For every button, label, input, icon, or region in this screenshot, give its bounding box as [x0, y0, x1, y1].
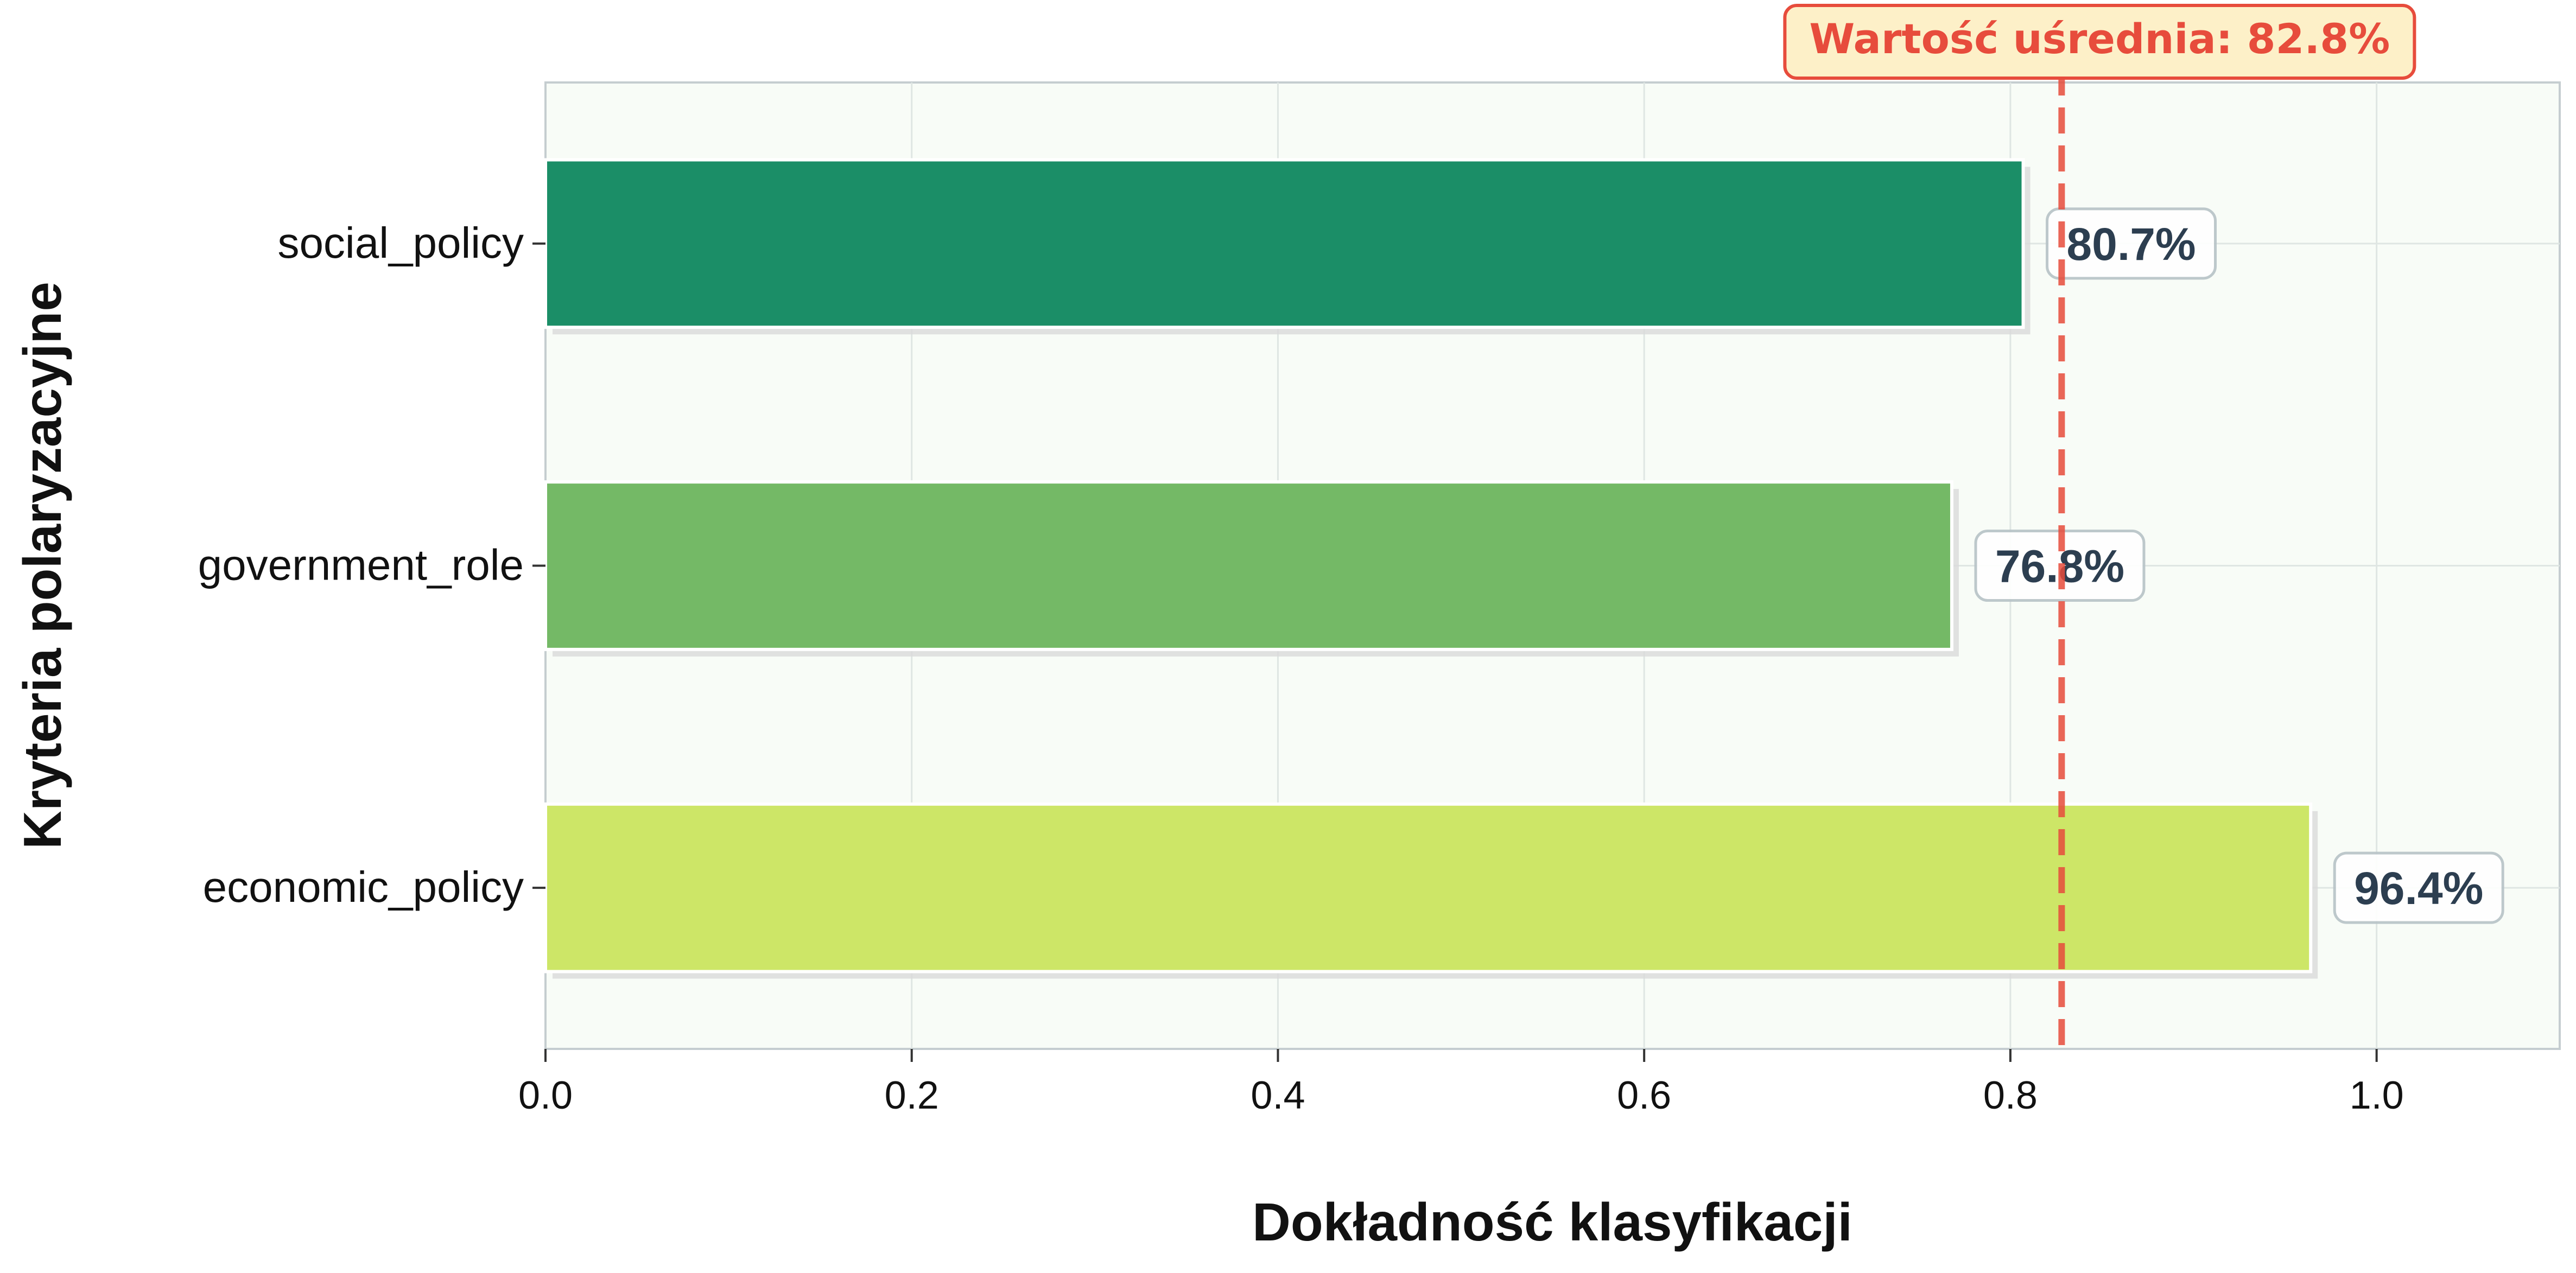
bars: 80.7%76.8%96.4% — [544, 158, 2504, 979]
data-label-box — [2046, 207, 2217, 280]
y-tick-label: government_role — [198, 541, 524, 589]
x-tick-label: 0.2 — [885, 1074, 939, 1117]
x-tick-label: 1.0 — [2350, 1074, 2404, 1117]
bar-social_policy — [544, 158, 2025, 329]
data-label: 80.7% — [2066, 219, 2196, 270]
y-tick-label: social_policy — [277, 219, 524, 267]
data-label-box — [2333, 851, 2504, 924]
y-axis-title: Kryteria polaryzacyjne — [12, 282, 72, 849]
y-tick-label: economic_policy — [203, 863, 524, 911]
x-axis-title: Dokładność klasyfikacji — [1252, 1192, 1852, 1252]
x-tick-label: 0.0 — [518, 1074, 573, 1117]
mean-line-group: Wartość uśrednia: 82.8% — [1783, 4, 2416, 1049]
mean-label-box — [1783, 4, 2416, 80]
axes: 0.0 0.2 0.4 0.6 0.8 1.0 social_policy governmen… — [198, 219, 2404, 1117]
data-label: 96.4% — [2354, 863, 2483, 914]
x-tick-label: 0.6 — [1617, 1074, 1671, 1117]
x-tick-label: 0.4 — [1251, 1074, 1305, 1117]
x-tick-label: 0.8 — [1983, 1074, 2038, 1117]
bar-economic_policy — [544, 802, 2313, 973]
bar-government_role — [544, 480, 1953, 651]
mean-label: Wartość uśrednia: 82.8% — [1809, 15, 2390, 63]
